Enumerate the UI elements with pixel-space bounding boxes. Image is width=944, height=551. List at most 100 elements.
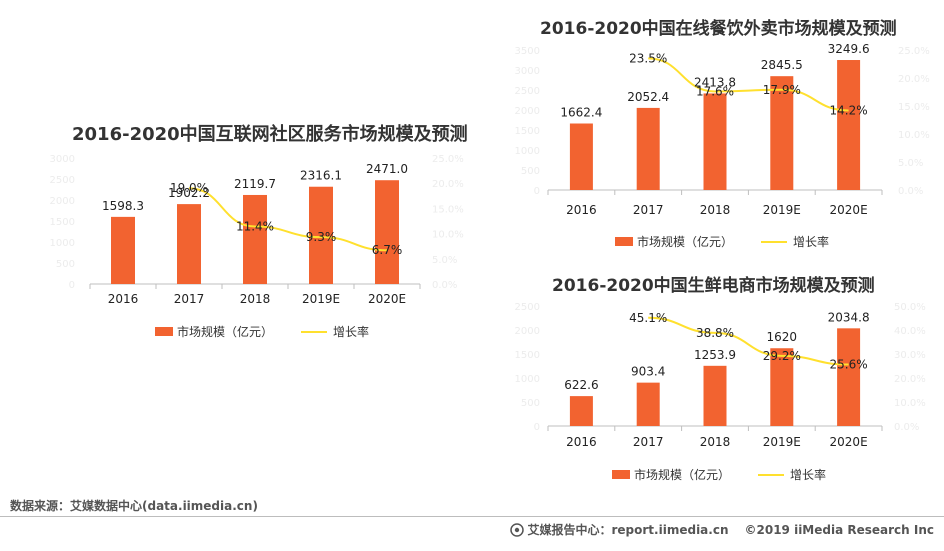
bar (703, 365, 727, 426)
chart-title-fresh-ecommerce: 2016-2020中国生鲜电商市场规模及预测 (552, 276, 875, 296)
growth-rate-label: 9.3% (306, 230, 337, 244)
bar (375, 180, 399, 284)
legend-line-swatch (301, 330, 328, 333)
y2-tick-label: 20.0% (894, 374, 926, 385)
bar-value-label: 1598.3 (102, 199, 144, 213)
chart-title-food-delivery: 2016-2020中国在线餐饮外卖市场规模及预测 (540, 19, 897, 39)
x-tick-label: 2020E (368, 292, 406, 306)
y2-tick-label: 25.0% (432, 154, 464, 165)
y-tick-label: 2000 (50, 196, 75, 207)
legend-bar-label: 市场规模（亿元） (634, 468, 731, 482)
growth-rate-label: 23.5% (629, 51, 667, 65)
x-tick-label: 2018 (700, 435, 731, 449)
growth-line (648, 57, 849, 112)
legend-line-label: 增长率 (790, 468, 827, 482)
legend-bar-label: 市场规模（亿元） (637, 235, 734, 249)
y-tick-label: 500 (521, 398, 540, 409)
footer-divider (0, 516, 944, 517)
y-tick-label: 3000 (515, 66, 540, 77)
bar-value-label: 2413.8 (694, 75, 736, 89)
bar (770, 348, 794, 426)
legend-line-label: 增长率 (793, 235, 830, 249)
data-source: 数据来源：艾媒数据中心(data.iimedia.cn) (10, 499, 258, 513)
legend-bar-swatch (155, 327, 173, 336)
x-tick-label: 2018 (240, 292, 271, 306)
y2-tick-label: 10.0% (898, 130, 930, 141)
growth-rate-label: 17.6% (696, 84, 734, 98)
bar-value-label: 2845.5 (761, 58, 803, 72)
bar (569, 123, 593, 190)
bar (770, 76, 794, 190)
x-tick-label: 2017 (633, 203, 664, 217)
y-tick-label: 2000 (515, 326, 540, 337)
legend-fresh-ecommerce: 市场规模（亿元） 增长率 (612, 466, 826, 483)
footer-credits: 艾媒报告中心：report.iimedia.cn ©2019 iiMedia R… (509, 521, 934, 538)
y-tick-label: 1500 (515, 350, 540, 361)
x-tick-label: 2017 (174, 292, 205, 306)
growth-rate-label: 45.1% (629, 311, 667, 325)
legend-food-delivery: 市场规模（亿元） 增长率 (615, 233, 829, 250)
x-tick-label: 2019E (302, 292, 340, 306)
bar-value-label: 2471.0 (366, 162, 408, 176)
y-tick-label: 0 (534, 422, 540, 433)
y-tick-label: 1000 (50, 238, 75, 249)
x-tick-label: 2019E (763, 435, 801, 449)
legend-bar-label: 市场规模（亿元） (177, 325, 274, 339)
report-site-link[interactable]: 艾媒报告中心：report.iimedia.cn (527, 523, 729, 537)
growth-rate-label: 19.0% (170, 181, 208, 195)
y-tick-label: 3000 (50, 154, 75, 165)
legend-line-label: 增长率 (333, 325, 370, 339)
y-tick-label: 1000 (515, 374, 540, 385)
y2-tick-label: 10.0% (432, 230, 464, 241)
bar-value-label: 2119.7 (234, 177, 276, 191)
y2-tick-label: 25.0% (898, 46, 930, 57)
bar (703, 93, 727, 190)
legend-community: 市场规模（亿元） 增长率 (155, 323, 369, 340)
y2-tick-label: 5.0% (898, 158, 923, 169)
y2-tick-label: 20.0% (432, 179, 464, 190)
chart-title-community: 2016-2020中国互联网社区服务市场规模及预测 (72, 124, 468, 145)
growth-rate-label: 17.9% (763, 83, 801, 97)
y2-tick-label: 40.0% (894, 326, 926, 337)
bar-value-label: 622.6 (564, 378, 598, 392)
bar-value-label: 2052.4 (627, 90, 669, 104)
y2-tick-label: 15.0% (432, 204, 464, 215)
bar (111, 216, 135, 284)
x-tick-label: 2017 (633, 435, 664, 449)
y-tick-label: 2500 (50, 175, 75, 186)
y2-tick-label: 20.0% (898, 74, 930, 85)
y2-tick-label: 5.0% (432, 255, 457, 266)
bar (243, 194, 267, 284)
x-tick-label: 2020E (830, 203, 868, 217)
x-tick-label: 2019E (763, 203, 801, 217)
y2-tick-label: 0.0% (898, 186, 923, 197)
x-tick-label: 2020E (830, 435, 868, 449)
growth-rate-label: 11.4% (236, 220, 274, 234)
y-tick-label: 3500 (515, 46, 540, 57)
y2-tick-label: 15.0% (898, 102, 930, 113)
growth-rate-label: 38.8% (696, 326, 734, 340)
bar (837, 328, 861, 426)
bar-value-label: 2034.8 (828, 310, 870, 324)
y2-tick-label: 0.0% (432, 280, 457, 291)
y-tick-label: 1500 (515, 126, 540, 137)
bar-value-label: 1662.4 (560, 106, 602, 120)
y-tick-label: 2500 (515, 302, 540, 313)
bar (636, 382, 660, 426)
bar-value-label: 3249.6 (828, 42, 870, 56)
bar-value-label: 2316.1 (300, 169, 342, 183)
y-tick-label: 0 (69, 280, 75, 291)
x-tick-label: 2016 (108, 292, 139, 306)
x-tick-label: 2016 (566, 203, 597, 217)
legend-bar-swatch (615, 237, 633, 246)
bar-value-label: 1902.2 (168, 186, 210, 200)
bar-value-label: 1253.9 (694, 348, 736, 362)
y2-tick-label: 10.0% (894, 398, 926, 409)
legend-line-swatch (761, 240, 788, 243)
bar-value-label: 1620 (767, 330, 798, 344)
growth-rate-label: 6.7% (372, 243, 403, 257)
y-tick-label: 2500 (515, 86, 540, 97)
bar (837, 60, 861, 191)
report-center-logo-icon (509, 522, 524, 537)
